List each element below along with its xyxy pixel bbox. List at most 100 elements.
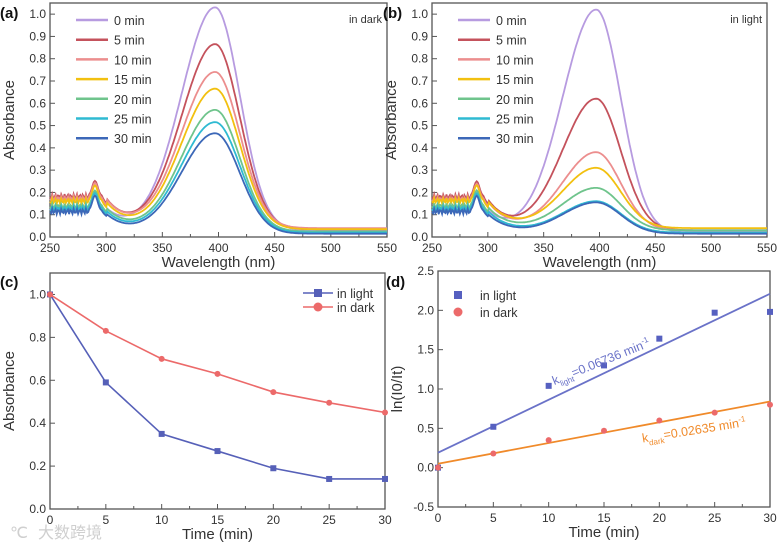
plot-frame <box>49 272 386 510</box>
data-point-square <box>102 379 109 386</box>
x-tick-label: 5 <box>490 511 497 525</box>
data-point-circle <box>382 409 388 416</box>
plot-frame <box>49 2 388 238</box>
legend-label: 15 min <box>496 73 534 87</box>
y-tick-label: 0.5 <box>29 119 46 133</box>
data-point-square <box>767 308 773 315</box>
data-point-circle <box>326 399 333 406</box>
data-point-circle <box>545 437 552 444</box>
x-axis-label: Wavelength (nm) <box>543 254 657 271</box>
y-tick-label: 0.4 <box>411 141 428 155</box>
annotation-part: -1 <box>640 335 650 346</box>
annotation-part: k <box>550 372 562 388</box>
series-line <box>49 293 386 414</box>
data-point-circle <box>214 370 221 377</box>
x-tick-label: 0 <box>47 513 54 527</box>
y-tick-label: 0.6 <box>29 373 46 387</box>
data-point-circle <box>102 327 109 334</box>
x-tick-label: 500 <box>701 241 721 255</box>
condition-annotation: in light <box>730 14 762 26</box>
data-point-circle <box>767 401 773 408</box>
x-tick-label: 450 <box>265 241 285 255</box>
y-axis-label: ln(I0/It) <box>389 366 406 413</box>
legend-marker <box>314 289 322 297</box>
legend-label: in dark <box>480 306 518 320</box>
watermark-logo-icon: ℃ <box>10 525 28 542</box>
x-tick-label: 25 <box>708 511 722 525</box>
y-tick-label: 0.2 <box>411 185 428 199</box>
watermark-text: 大数跨境 <box>38 523 102 542</box>
data-point-square <box>601 362 607 369</box>
legend-label: in dark <box>337 301 375 315</box>
legend-label: 25 min <box>114 113 152 127</box>
x-tick-label: 5 <box>102 513 109 527</box>
annotation-part: -1 <box>738 414 747 424</box>
panel-a: 250 300 350 400 450 500 550 0.0 0.1 0.2 0.3 0.4 0.5 0… <box>0 2 397 271</box>
spectrum-line-25-min <box>49 121 387 234</box>
y-tick-label: 2.5 <box>417 264 434 278</box>
y-tick-label: 0.7 <box>29 74 46 88</box>
spectrum-line-25-min <box>431 191 767 234</box>
spectrum-line-5-min <box>49 43 387 231</box>
x-tick-label: 350 <box>152 241 172 255</box>
x-tick-label: 20 <box>267 513 281 527</box>
y-tick-label: 0.0 <box>417 461 434 475</box>
data-point-circle <box>490 450 497 457</box>
y-tick-label: 0.8 <box>29 330 46 344</box>
y-tick-label: 1.0 <box>411 7 428 21</box>
x-axis-label: Time (min) <box>182 526 253 543</box>
y-axis-label: Absorbance <box>1 351 18 431</box>
y-tick-label: 0.8 <box>29 52 46 66</box>
spectrum-line-20-min <box>431 187 767 232</box>
y-tick-label: 0.6 <box>411 96 428 110</box>
x-tick-label: 350 <box>534 241 554 255</box>
x-tick-label: 250 <box>40 241 60 255</box>
spectrum-line-30-min <box>49 132 387 235</box>
panel-b: 250 300 350 400 450 500 550 0.0 0.1 0.2 0.3 0.4 0.5 0… <box>383 2 777 271</box>
y-tick-label: 0.0 <box>29 230 46 244</box>
y-tick-label: 0.4 <box>29 416 46 430</box>
x-tick-label: 0 <box>435 511 442 525</box>
data-point-circle <box>158 355 165 362</box>
x-tick-label: 20 <box>653 511 667 525</box>
y-tick-label: 1.0 <box>29 287 46 301</box>
y-tick-label: 0.2 <box>29 185 46 199</box>
y-tick-label: 1.0 <box>29 7 46 21</box>
x-tick-label: 300 <box>478 241 498 255</box>
spectrum-line-15-min <box>431 166 767 229</box>
legend-marker <box>453 307 463 317</box>
spectrum-line-10-min <box>431 151 767 232</box>
y-tick-label: 0.5 <box>417 421 434 435</box>
y-tick-label: 0.4 <box>29 141 46 155</box>
annotation-part: dark <box>648 436 666 447</box>
x-tick-label: 500 <box>321 241 341 255</box>
data-point-circle <box>270 389 277 396</box>
data-point-circle <box>656 417 663 424</box>
x-tick-label: 400 <box>589 241 609 255</box>
legend-label: 10 min <box>114 53 152 67</box>
x-tick-label: 10 <box>542 511 556 525</box>
x-tick-label: 450 <box>645 241 665 255</box>
legend-label: 25 min <box>496 113 534 127</box>
y-tick-label: 0.0 <box>411 230 428 244</box>
y-tick-label: 0.1 <box>411 208 428 222</box>
y-tick-label: 0.9 <box>29 29 46 43</box>
y-tick-label: 0.7 <box>411 74 428 88</box>
panel-d: 0 5 10 15 20 25 30 -0.5 0.0 0.5 1.0 1.5 2.0 2.5 Time (… <box>386 264 777 541</box>
legend-label: 5 min <box>496 34 527 48</box>
x-tick-label: 550 <box>377 241 397 255</box>
data-point-square <box>214 448 221 455</box>
data-point-square <box>326 475 333 482</box>
legend-label: 30 min <box>114 132 152 146</box>
y-tick-label: 0.1 <box>29 208 46 222</box>
legend-label: 20 min <box>114 93 152 107</box>
rate-constant-annotation: klight=0.06736 min-1 <box>550 335 654 391</box>
spectrum-line-15-min <box>49 87 387 231</box>
x-tick-label: 30 <box>763 511 777 525</box>
x-tick-label: 250 <box>422 241 442 255</box>
panel-label: (c) <box>0 274 18 291</box>
y-tick-label: 0.8 <box>411 52 428 66</box>
data-point-square <box>158 430 165 437</box>
legend-label: 15 min <box>114 73 152 87</box>
